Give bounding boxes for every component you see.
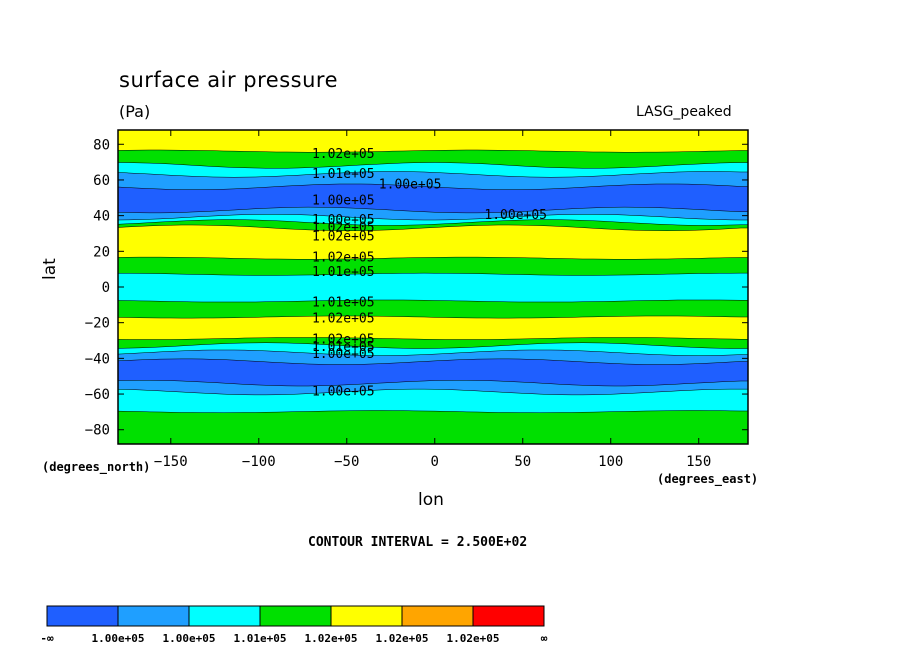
contour-band — [118, 130, 748, 153]
x-tick-label: 100 — [598, 454, 623, 470]
contour-label: 1.02e+05 — [312, 333, 375, 348]
contour-label: 1.00e+05 — [312, 213, 375, 228]
contour-band — [118, 273, 748, 303]
contour-label: 1.00e+05 — [312, 384, 375, 399]
x-axis-label: lon — [418, 490, 444, 510]
y-tick-label: −80 — [85, 423, 110, 439]
colorbar-swatch — [401, 605, 474, 627]
colorbar-swatch — [259, 605, 332, 627]
contour-interval-label: CONTOUR INTERVAL = 2.500E+02 — [308, 535, 528, 550]
x-tick-label: 150 — [686, 454, 711, 470]
contour-band — [118, 410, 748, 444]
colorbar-label: 1.02e+05 — [447, 632, 500, 645]
contour-label: 1.00e+05 — [312, 347, 375, 362]
y-tick-label: 0 — [102, 280, 110, 296]
y-tick-label: 20 — [93, 244, 110, 260]
colorbar-swatch — [188, 605, 261, 627]
colorbar-label: 1.00e+05 — [163, 632, 216, 645]
contour-band — [118, 184, 748, 214]
contour-band — [118, 316, 748, 340]
contour-label: 1.02e+05 — [312, 311, 375, 326]
y-tick-label: 60 — [93, 173, 110, 189]
colorbar-label: 1.02e+05 — [305, 632, 358, 645]
contour-band — [118, 300, 748, 319]
colorbar-swatch — [330, 605, 403, 627]
contour-band — [118, 257, 748, 276]
contour-label: 1.02e+05 — [312, 251, 375, 266]
contour-band — [118, 380, 748, 396]
x-tick-label: −100 — [242, 454, 276, 470]
contour-band — [118, 207, 748, 221]
y-axis-units: (degrees_north) — [42, 460, 151, 474]
contour-label: 1.01e+05 — [312, 265, 375, 280]
y-tick-label: 80 — [93, 137, 110, 153]
dataset-label: LASG_peaked — [636, 104, 732, 120]
contour-band — [118, 350, 748, 365]
y-tick-label: −20 — [85, 316, 110, 332]
colorbar-swatch — [472, 605, 545, 627]
contour-label: 1.00e+05 — [484, 208, 547, 223]
contour-band — [118, 359, 748, 387]
y-tick-label: −40 — [85, 351, 110, 367]
contour-label: 1.01e+05 — [312, 340, 375, 355]
contour-band — [118, 150, 748, 169]
contour-band — [118, 389, 748, 413]
contour-band — [118, 225, 748, 260]
y-tick-label: 40 — [93, 209, 110, 225]
x-tick-label: 0 — [431, 454, 439, 470]
contour-band — [118, 337, 748, 349]
colorbar-swatch — [46, 605, 119, 627]
contour-label: 1.02e+05 — [312, 147, 375, 162]
contour-label: 1.01e+05 — [312, 295, 375, 310]
contour-label: 1.00e+05 — [312, 194, 375, 209]
chart-title: surface air pressure — [119, 68, 339, 92]
colorbar-label: 1.02e+05 — [376, 632, 429, 645]
contour-band — [118, 343, 748, 356]
colorbar-label: -∞ — [40, 632, 54, 645]
colorbar-label: 1.00e+05 — [92, 632, 145, 645]
contour-label: 1.00e+05 — [379, 178, 442, 193]
contour-band — [118, 162, 748, 178]
contour-label: 1.02e+05 — [312, 220, 375, 235]
x-axis-units: (degrees_east) — [657, 472, 759, 486]
colorbar-label: 1.01e+05 — [234, 632, 287, 645]
contour-band — [118, 171, 748, 190]
contour-label: 1.02e+05 — [312, 229, 375, 244]
x-tick-label: 50 — [514, 454, 531, 470]
colorbar-swatch — [117, 605, 190, 627]
units-label: (Pa) — [119, 102, 151, 121]
y-tick-label: −60 — [85, 387, 110, 403]
x-tick-label: −50 — [334, 454, 359, 470]
contour-label: 1.01e+05 — [312, 167, 375, 182]
x-tick-label: −150 — [154, 454, 188, 470]
contour-band — [118, 214, 748, 226]
colorbar-label: ∞ — [541, 632, 548, 645]
